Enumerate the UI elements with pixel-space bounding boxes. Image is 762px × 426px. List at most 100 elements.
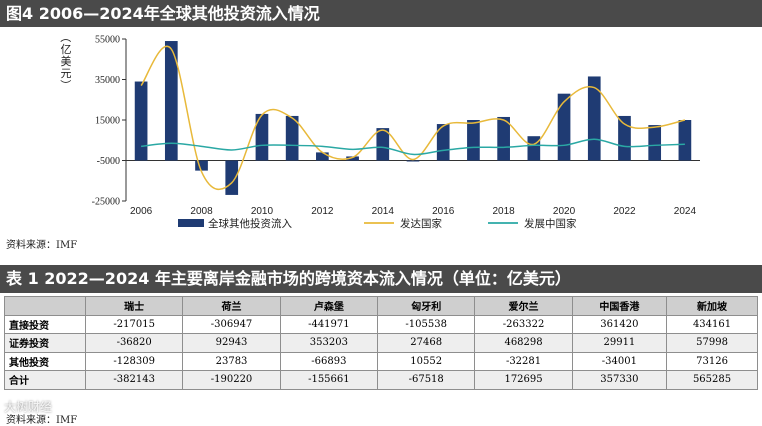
bar-2010 xyxy=(255,113,269,161)
table-cell: -441971 xyxy=(279,314,379,334)
table-header-cell: 爱尔兰 xyxy=(474,296,573,316)
table-cell: -382143 xyxy=(84,370,184,390)
table-cell: 92943 xyxy=(182,333,281,353)
chart-legend: 全球其他投资流入 发达国家 发展中国家 xyxy=(178,217,577,230)
table-cell: 23783 xyxy=(182,351,281,371)
table-cell: -155661 xyxy=(279,370,379,390)
bar-2024 xyxy=(678,120,692,161)
table-cell: -306947 xyxy=(182,314,281,334)
table-cell: 172695 xyxy=(474,370,573,390)
table-cell: 10552 xyxy=(377,351,476,371)
table-cell: -36820 xyxy=(84,333,184,353)
x-tick-label: 2016 xyxy=(432,206,455,217)
x-tick-label: 2020 xyxy=(553,206,576,217)
table-row-total: 合计 -382143 -190220 -155661 -67518 172695… xyxy=(4,370,758,390)
table-cell: -217015 xyxy=(84,314,184,334)
line-developing-economies xyxy=(141,138,685,156)
table-row: 其他投资 -128309 23783 -66893 10552 -32281 -… xyxy=(4,351,758,371)
bar-2006 xyxy=(134,81,148,161)
bar-2021 xyxy=(587,76,601,161)
table-cell: 353203 xyxy=(279,333,379,353)
bar-2011 xyxy=(285,115,299,161)
capital-inflow-table: 瑞士 荷兰 卢森堡 匈牙利 爱尔兰 中国香港 新加坡 直接投资 -217015 … xyxy=(4,296,758,390)
table-cell: 57998 xyxy=(666,333,758,353)
table-cell: 357330 xyxy=(571,370,668,390)
bar-2008 xyxy=(195,160,208,171)
chart-axes xyxy=(122,38,700,202)
row-label: 直接投资 xyxy=(4,314,86,334)
y-tick-label: 15000 xyxy=(95,116,120,127)
legend-label-bar: 全球其他投资流入 xyxy=(208,217,292,230)
table-cell: -34001 xyxy=(571,351,668,371)
bar-2012 xyxy=(316,152,329,161)
table-row: 直接投资 -217015 -306947 -441971 -105538 -26… xyxy=(4,314,758,334)
table-cell: 29911 xyxy=(571,333,668,353)
bar-2014 xyxy=(376,128,390,161)
chart-canvas: -25000 -5000 15000 35000 55000 2006 2008 2010 20… xyxy=(59,32,700,230)
y-axis-label-char: 亿 xyxy=(61,43,72,56)
table-cell: -66893 xyxy=(279,351,379,371)
table-cell: 27468 xyxy=(377,333,476,353)
bar-series xyxy=(134,41,692,195)
bar-2023 xyxy=(648,125,662,161)
table-header-cell: 瑞士 xyxy=(84,296,184,316)
table-header-cell: 中国香港 xyxy=(571,296,668,316)
watermark: 大树财经 xyxy=(4,400,53,414)
bar-2007 xyxy=(164,41,178,161)
line-developed-economies xyxy=(140,45,686,191)
legend-label-developed: 发达国家 xyxy=(400,217,442,230)
y-axis-label-char: （ xyxy=(59,32,72,43)
bar-2019 xyxy=(527,136,541,161)
x-tick-label: 2008 xyxy=(190,206,213,217)
y-tick-label: 35000 xyxy=(95,75,120,86)
table-header-cell: 卢森堡 xyxy=(279,296,379,316)
row-label: 合计 xyxy=(4,370,86,390)
table-source: 资料来源：IMF xyxy=(6,415,78,426)
bar-2009 xyxy=(225,160,239,195)
table-header-cell: 荷兰 xyxy=(182,296,281,316)
bar-2015 xyxy=(406,160,420,162)
y-tick-label: -5000 xyxy=(97,156,120,167)
table-header-cell xyxy=(4,296,86,316)
x-tick-label: 2010 xyxy=(251,206,274,217)
table-title: 表 1 2022—2024 年主要离岸金融市场的跨境资本流入情况（单位：亿美元） xyxy=(0,265,762,293)
table-header-row: 瑞士 荷兰 卢森堡 匈牙利 爱尔兰 中国香港 新加坡 xyxy=(4,296,758,316)
y-axis-label-char: 美 xyxy=(61,55,72,68)
row-label: 其他投资 xyxy=(4,351,86,371)
bar-2017 xyxy=(467,120,480,161)
y-axis-label-char: 元 xyxy=(61,67,72,80)
table-header-cell: 匈牙利 xyxy=(377,296,476,316)
y-axis-label: （亿美元） xyxy=(59,32,72,91)
tick-labels: -25000 -5000 15000 35000 55000 2006 2008 2010 20… xyxy=(92,35,697,218)
bar-2013 xyxy=(346,156,359,161)
table-cell: -67518 xyxy=(377,370,476,390)
x-tick-label: 2014 xyxy=(372,206,395,217)
x-tick-label: 2022 xyxy=(613,206,636,217)
figure-title: 图4 2006—2024年全球其他投资流入情况 xyxy=(0,0,762,27)
y-tick-label: -25000 xyxy=(92,197,120,208)
table-cell: 434161 xyxy=(666,314,758,334)
legend-swatch-bar xyxy=(178,219,204,227)
y-axis-label-char: ） xyxy=(59,80,72,91)
bar-2022 xyxy=(618,115,631,161)
x-tick-label: 2018 xyxy=(493,206,516,217)
bar-2018 xyxy=(497,116,510,161)
table-cell: -263322 xyxy=(474,314,573,334)
table-cell: 468298 xyxy=(474,333,573,353)
table-cell: 565285 xyxy=(666,370,758,390)
table-cell: -32281 xyxy=(474,351,573,371)
x-tick-label: 2012 xyxy=(311,206,334,217)
y-tick-label: 55000 xyxy=(95,35,120,46)
table-cell: -128309 xyxy=(84,351,184,371)
row-label: 证券投资 xyxy=(4,333,86,353)
table-row: 证券投资 -36820 92943 353203 27468 468298 29… xyxy=(4,333,758,353)
figure-source: 资料来源：IMF xyxy=(6,240,78,251)
legend-label-developing: 发展中国家 xyxy=(524,217,577,230)
table-cell: 361420 xyxy=(571,314,668,334)
line-series xyxy=(140,45,686,191)
table-cell: -105538 xyxy=(377,314,476,334)
table-cell: -190220 xyxy=(182,370,281,390)
bar-2020 xyxy=(557,93,571,161)
x-tick-label: 2024 xyxy=(674,206,697,217)
x-tick-label: 2006 xyxy=(130,206,153,217)
